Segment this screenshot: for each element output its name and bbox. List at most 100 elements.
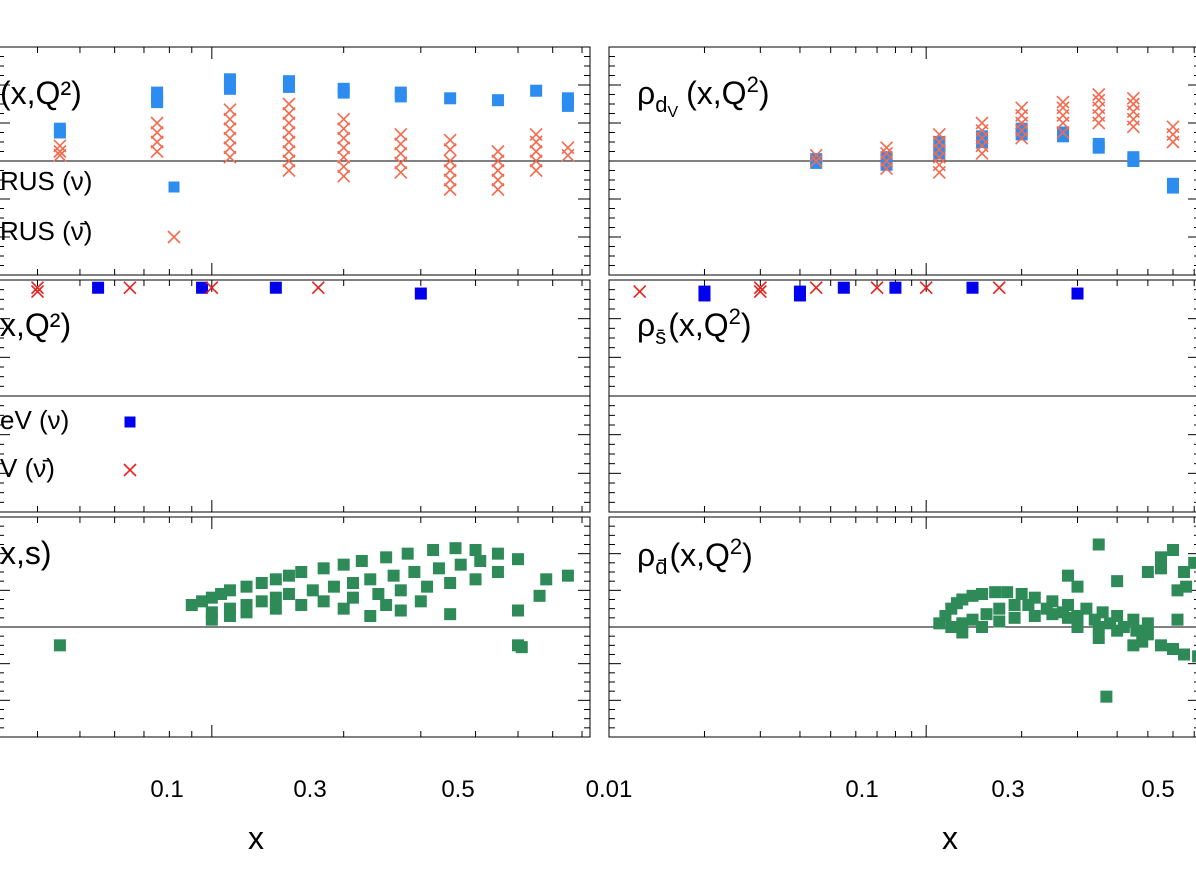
series-nubar	[53, 97, 575, 197]
data-point-x	[529, 154, 543, 168]
data-point-square	[223, 584, 236, 597]
data-point-square	[449, 542, 462, 555]
data-point-x	[337, 122, 351, 136]
data-point-x	[30, 285, 45, 299]
panel-title: x,Q²)	[0, 307, 71, 343]
panel-title: (x,Q²)	[0, 75, 82, 111]
legend-label: RUS (ν̄)	[0, 216, 92, 246]
data-point-x	[282, 144, 296, 159]
data-point-square	[282, 75, 295, 88]
data-point-square	[1136, 635, 1149, 648]
data-point-x	[53, 148, 67, 162]
data-point-x	[167, 230, 181, 244]
y-ticks	[609, 289, 1196, 503]
data-point-square	[1166, 177, 1179, 190]
data-point-x	[529, 144, 543, 159]
data-point-square	[956, 593, 969, 606]
data-point-x	[1126, 97, 1140, 111]
data-point-square	[980, 608, 993, 621]
series-nubar	[809, 87, 1180, 179]
data-point-x	[443, 143, 457, 157]
data-point-x	[1056, 101, 1070, 115]
data-point-square	[515, 641, 528, 654]
data-point-x	[443, 163, 457, 178]
data-point-square	[380, 551, 393, 564]
data-point-x	[1166, 120, 1180, 134]
data-point-x	[282, 154, 296, 168]
panel-title: x,s)	[0, 535, 52, 571]
data-point-square	[1178, 566, 1191, 578]
data-point-square	[1071, 621, 1084, 633]
data-point-square	[793, 285, 806, 298]
data-point-square	[1171, 613, 1184, 626]
data-point-square	[185, 599, 198, 611]
data-point-x	[809, 154, 823, 168]
x-tick-label: 0.1	[150, 776, 183, 803]
data-point-square	[880, 151, 893, 164]
data-point-square	[337, 558, 350, 571]
data-point-square	[1071, 610, 1084, 622]
data-point-square	[394, 584, 407, 597]
data-point-x	[30, 281, 45, 295]
data-point-square	[408, 566, 421, 578]
data-point-x	[529, 163, 543, 178]
data-point-x	[150, 144, 164, 159]
data-point-x	[282, 97, 296, 111]
data-point-square	[394, 604, 407, 617]
data-point-square	[92, 281, 105, 294]
data-point-square	[698, 289, 711, 302]
legend-label: RUS (ν)	[0, 166, 92, 196]
y-ticks	[0, 56, 590, 266]
data-point-square	[512, 553, 525, 566]
data-point-square	[1092, 137, 1105, 150]
x-tick-label: 0.3	[991, 776, 1024, 803]
data-point-x	[150, 135, 164, 149]
data-point-square	[306, 584, 319, 597]
data-point-square	[1166, 544, 1179, 556]
data-point-x	[809, 281, 823, 295]
panel-middle-right: ρs̄(x,Q2)	[608, 279, 1196, 513]
data-point-square	[327, 580, 340, 593]
data-point-square	[530, 84, 543, 97]
data-point-x	[879, 146, 894, 160]
data-point-x	[282, 116, 296, 130]
data-point-square	[387, 569, 400, 582]
data-point-square	[205, 591, 218, 604]
panel-bottom-right: ρd̄(x,Q2)	[608, 516, 1196, 738]
x-ticks	[37, 517, 583, 737]
data-point-square	[346, 577, 359, 589]
panel-top-right: ρdV(x,Q2)	[608, 46, 1196, 276]
data-point-square	[491, 547, 504, 560]
data-point-x	[1092, 87, 1106, 102]
data-point-square	[1111, 624, 1124, 637]
data-point-square	[491, 94, 504, 107]
data-point-square	[444, 92, 457, 105]
data-point-x	[205, 281, 219, 295]
data-point-square	[1008, 599, 1021, 611]
data-point-x	[394, 127, 408, 141]
data-point-x	[443, 133, 457, 147]
data-point-square	[427, 544, 440, 556]
data-point-square	[269, 602, 282, 615]
data-point-square	[956, 626, 969, 639]
series-nu	[698, 281, 1084, 302]
data-point-square	[1155, 551, 1168, 564]
data-point-square	[889, 281, 902, 294]
data-point-x	[1092, 93, 1106, 107]
panel-title: ρs̄(x,Q2)	[637, 304, 752, 349]
data-point-x	[394, 165, 408, 179]
data-point-x	[337, 150, 351, 164]
panel-title: ρd̄(x,Q2)	[637, 534, 753, 579]
data-point-x	[123, 463, 137, 477]
data-point-square	[444, 608, 457, 621]
data-point-x	[150, 116, 164, 130]
series-nubar	[30, 281, 325, 299]
data-point-x	[809, 148, 823, 162]
data-point-x	[1015, 101, 1029, 115]
data-point-square	[1015, 588, 1028, 600]
data-point-x	[311, 281, 325, 295]
data-point-square	[956, 617, 969, 630]
data-point-square	[151, 86, 164, 99]
data-point-square	[223, 610, 236, 622]
